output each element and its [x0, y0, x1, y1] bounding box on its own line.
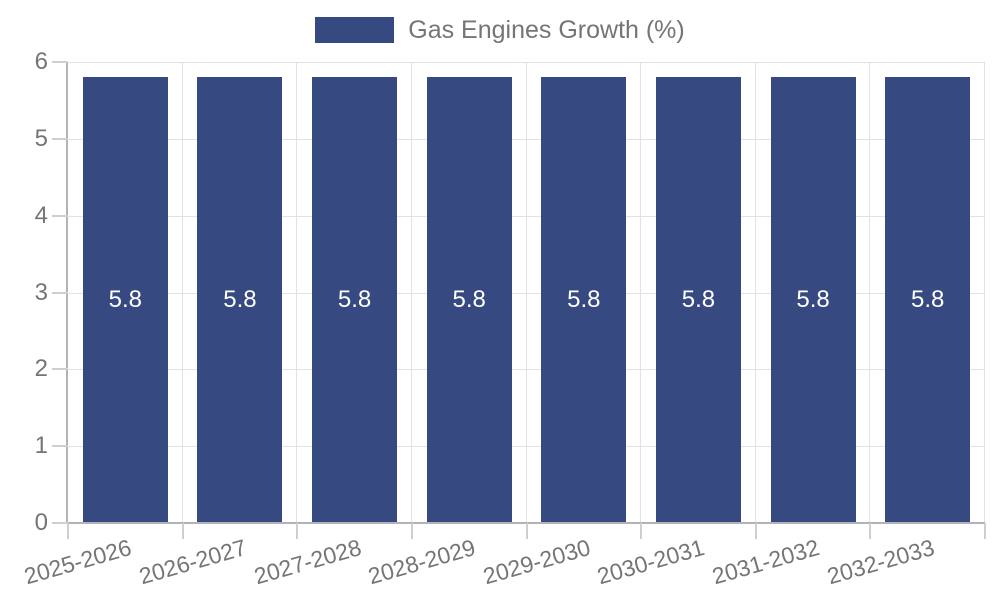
legend-item[interactable]: Gas Engines Growth (%) — [0, 15, 1000, 45]
x-axis-tick — [754, 523, 757, 539]
v-gridline — [984, 62, 985, 523]
v-gridline — [640, 62, 642, 523]
h-gridline — [68, 215, 985, 217]
h-gridline — [68, 446, 985, 448]
bar[interactable]: 5.8 — [426, 77, 512, 523]
x-axis-tick — [67, 523, 69, 539]
bar-value-label: 5.8 — [796, 286, 830, 314]
v-gridline — [754, 62, 756, 523]
y-tick-label: 2 — [34, 355, 48, 383]
y-axis-tick — [52, 291, 68, 294]
y-axis-tick — [52, 214, 68, 217]
x-axis-tick — [296, 523, 299, 539]
v-gridline — [410, 62, 412, 523]
v-gridline — [869, 62, 871, 523]
h-gridline — [68, 369, 985, 371]
y-tick-label: 1 — [34, 432, 48, 460]
y-axis-tick — [52, 368, 68, 371]
bar-value-label: 5.8 — [337, 286, 372, 314]
v-gridline — [181, 62, 183, 523]
bar-value-label: 5.8 — [681, 286, 716, 314]
bar[interactable]: 5.8 — [541, 77, 627, 523]
x-axis-tick — [181, 523, 184, 539]
legend-label: Gas Engines Growth (%) — [408, 15, 685, 44]
bar-value-label: 5.8 — [567, 286, 601, 314]
plot-area: 5.8 5.8 5.8 5.8 5.8 5.8 5.8 5.8 — [68, 62, 985, 523]
h-gridline — [68, 138, 985, 140]
bar-value-label: 5.8 — [108, 286, 142, 314]
bar[interactable]: 5.8 — [312, 77, 398, 523]
y-tick-label: 3 — [34, 278, 48, 306]
h-gridline — [68, 292, 985, 294]
bar[interactable]: 5.8 — [885, 77, 971, 523]
x-axis-tick — [410, 523, 413, 539]
v-gridline — [525, 62, 527, 523]
x-axis-tick — [525, 523, 528, 539]
y-axis-tick — [52, 445, 68, 448]
y-tick-label: 4 — [34, 201, 48, 229]
h-gridline — [68, 62, 985, 63]
v-gridline — [296, 62, 298, 523]
bar[interactable]: 5.8 — [770, 77, 856, 523]
y-tick-label: 6 — [34, 48, 48, 75]
legend-swatch — [315, 17, 395, 43]
y-axis-tick — [52, 137, 68, 140]
bar-value-label: 5.8 — [911, 286, 945, 314]
y-axis-tick — [52, 61, 68, 63]
y-tick-label: 0 — [34, 509, 48, 536]
bar[interactable]: 5.8 — [197, 77, 283, 523]
x-axis-tick — [984, 523, 986, 539]
x-axis-tick — [640, 523, 643, 539]
bar-value-label: 5.8 — [223, 286, 257, 314]
y-tick-label: 5 — [34, 124, 48, 152]
y-axis-tick — [52, 522, 68, 524]
x-axis-tick — [869, 523, 872, 539]
bar[interactable]: 5.8 — [82, 77, 168, 523]
bar-value-label: 5.8 — [452, 286, 486, 314]
bar[interactable]: 5.8 — [655, 77, 741, 523]
